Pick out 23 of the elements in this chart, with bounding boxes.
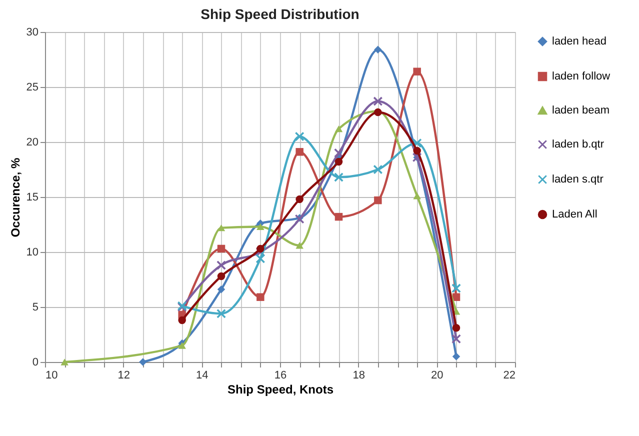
- x-tick-label: 16: [274, 370, 287, 382]
- legend-label: laden head: [552, 36, 606, 48]
- x-tick-label: 10: [46, 370, 58, 382]
- x-tick-label: 12: [118, 370, 130, 382]
- legend-label: laden b.qtr: [552, 138, 604, 150]
- x-axis-title: Ship Speed, Knots: [227, 382, 334, 396]
- y-tick-label: 20: [26, 136, 38, 148]
- x-tick-label: 14: [196, 370, 208, 382]
- x-tick-label: 22: [503, 370, 516, 382]
- y-tick-label: 15: [26, 192, 38, 204]
- chart-title: Ship Speed Distribution: [200, 6, 360, 22]
- legend-label: laden follow: [552, 70, 610, 82]
- legend-label: laden s.qtr: [552, 174, 604, 186]
- y-tick-label: 30: [26, 26, 38, 38]
- x-tick-label: 20: [431, 370, 444, 382]
- legend-label: laden beam: [552, 104, 610, 116]
- y-tick-label: 5: [32, 302, 38, 314]
- y-axis-title: Occurence, %: [8, 157, 22, 238]
- y-tick-label: 25: [26, 82, 38, 94]
- y-tick-label: 10: [26, 246, 38, 258]
- y-tick-label: 0: [32, 356, 38, 368]
- x-tick-label: 18: [352, 370, 365, 382]
- legend-label: Laden All: [552, 208, 598, 220]
